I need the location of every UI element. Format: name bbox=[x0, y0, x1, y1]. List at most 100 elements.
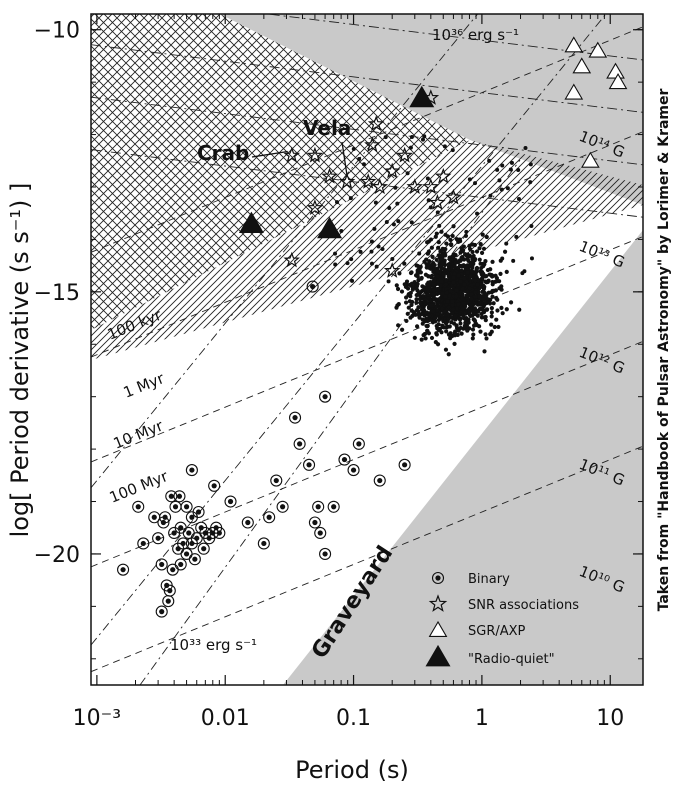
binary-dot bbox=[435, 575, 441, 581]
pulsar-point bbox=[443, 321, 449, 326]
pulsar-point bbox=[435, 269, 440, 274]
pulsar-point bbox=[386, 279, 391, 284]
pulsar-point bbox=[409, 135, 414, 140]
binary-marker bbox=[319, 547, 332, 560]
pulsar-point bbox=[425, 251, 431, 256]
pulsar-point bbox=[433, 319, 438, 324]
pulsar-point bbox=[465, 328, 470, 333]
pulsar-point bbox=[459, 331, 464, 336]
binary-marker bbox=[165, 490, 178, 503]
pulsar-point bbox=[434, 257, 439, 263]
pulsar-point bbox=[452, 330, 457, 336]
pulsar-point bbox=[473, 278, 478, 283]
pulsar-point bbox=[396, 323, 401, 328]
binary-dot bbox=[140, 540, 146, 547]
pulsar-point bbox=[420, 317, 425, 322]
pulsar-point bbox=[489, 306, 494, 311]
pulsar-point bbox=[474, 322, 479, 328]
pulsar-point bbox=[452, 264, 457, 269]
pulsar-point bbox=[447, 324, 452, 329]
legend-binary-marker bbox=[431, 571, 445, 585]
pulsar-point bbox=[434, 231, 439, 236]
sgr-axp-marker bbox=[572, 57, 592, 74]
pulsar-point bbox=[450, 302, 456, 307]
binary-marker bbox=[169, 500, 182, 513]
pulsar-point bbox=[464, 229, 469, 234]
pulsar-point bbox=[420, 284, 425, 289]
pulsar-point bbox=[514, 234, 519, 239]
pulsar-point bbox=[471, 332, 476, 337]
binary-marker bbox=[180, 500, 193, 513]
pulsar-point bbox=[394, 283, 399, 288]
pulsar-point bbox=[335, 200, 340, 205]
pulsar-point bbox=[468, 262, 473, 267]
pulsar-point bbox=[437, 223, 442, 228]
binary-ring bbox=[270, 474, 283, 487]
pulsar-point bbox=[459, 246, 464, 251]
binary-dot bbox=[195, 509, 202, 515]
legend-snr-label: SNR associations bbox=[468, 598, 579, 613]
binary-marker bbox=[180, 547, 193, 560]
pulsar-point bbox=[440, 260, 445, 266]
pulsar-point bbox=[423, 272, 429, 277]
pulsar-point bbox=[445, 299, 450, 304]
pulsar-point bbox=[470, 265, 475, 270]
pulsar-point bbox=[482, 315, 487, 320]
legend-sgr-label: SGR/AXP bbox=[468, 624, 526, 639]
binary-ring bbox=[288, 411, 302, 424]
snr-association-marker bbox=[371, 178, 389, 195]
pulsar-point bbox=[450, 233, 455, 238]
binary-marker bbox=[117, 563, 130, 576]
pulsar-point bbox=[468, 302, 473, 308]
pulsar-point bbox=[459, 268, 464, 273]
pulsar-point bbox=[424, 316, 429, 321]
binary-ring bbox=[347, 464, 360, 477]
binary-ring bbox=[188, 553, 201, 566]
pulsar-point bbox=[489, 322, 494, 327]
pulsar-point bbox=[465, 270, 470, 275]
binary-marker bbox=[302, 458, 316, 471]
age-line bbox=[91, 149, 643, 218]
binary-marker bbox=[327, 500, 340, 513]
graveyard-region bbox=[283, 230, 643, 685]
pulsar-point bbox=[387, 205, 392, 210]
pulsar-point bbox=[496, 324, 501, 330]
binary-marker bbox=[338, 453, 351, 466]
snr-association-marker bbox=[406, 178, 424, 195]
pulsar-point bbox=[444, 329, 449, 334]
pulsar-point bbox=[431, 282, 436, 287]
pulsar-point bbox=[479, 250, 485, 255]
pulsar-point bbox=[509, 160, 514, 165]
binary-marker bbox=[162, 595, 175, 608]
pulsar-point bbox=[374, 264, 379, 269]
axis-ticks: 10⁻³ 0.01 0.1 1 10 −10 −15 −20 bbox=[34, 14, 643, 731]
binary-marker bbox=[276, 500, 289, 513]
pulsar-point bbox=[409, 220, 414, 225]
pulsar-point bbox=[511, 258, 516, 263]
pulsar-point bbox=[477, 300, 482, 305]
legend-radioquiet-label: "Radio-quiet" bbox=[468, 652, 555, 667]
pulsar-point bbox=[476, 290, 481, 295]
binary-marker bbox=[257, 537, 270, 550]
binary-dot bbox=[322, 551, 328, 557]
pulsar-point bbox=[528, 180, 533, 185]
binary-marker bbox=[177, 537, 190, 550]
pulsar-point bbox=[494, 317, 499, 322]
pulsar-point bbox=[415, 281, 420, 287]
binary-dot bbox=[165, 598, 171, 604]
pulsar-point bbox=[454, 237, 459, 242]
pulsar-point bbox=[448, 237, 453, 242]
pulsar-point bbox=[415, 263, 420, 268]
pulsar-point bbox=[460, 286, 465, 291]
snr-association-marker bbox=[359, 173, 377, 189]
pulsar-point bbox=[437, 286, 442, 292]
x-tick-label: 0.01 bbox=[201, 706, 250, 731]
pulsar-point bbox=[489, 329, 494, 334]
pulsar-point bbox=[453, 252, 458, 258]
pulsar-point bbox=[415, 292, 420, 297]
binary-marker bbox=[347, 464, 360, 477]
snr-association-marker bbox=[429, 193, 446, 210]
pulsar-point bbox=[460, 306, 465, 311]
pulsar-point bbox=[397, 271, 402, 276]
binary-marker bbox=[213, 526, 226, 540]
